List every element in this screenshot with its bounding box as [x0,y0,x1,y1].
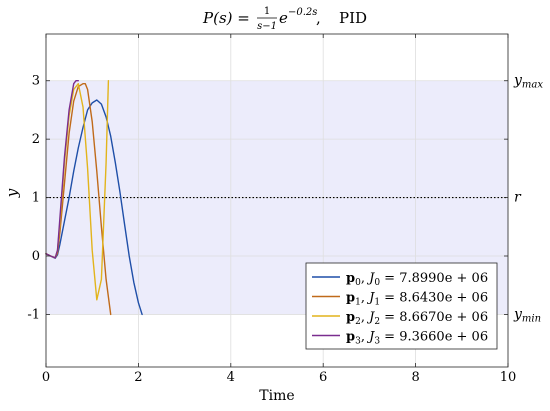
legend-J: J [366,271,375,286]
legend-sep: , [361,291,369,306]
right-label-base: r [514,190,522,206]
x-tick-label: 10 [500,370,517,385]
right-label: ymin [513,306,541,324]
x-tick-label: 2 [134,370,142,385]
legend-p: p [346,291,355,306]
title-lhs: P(s) = [202,9,250,27]
x-axis-label: Time [259,388,294,404]
legend-p-idx: 1 [355,298,361,308]
legend-value: = 8.6430e + 06 [380,291,488,306]
legend-value: = 9.3660e + 06 [380,330,488,345]
chart-title: P(s) = 1 s−1 e −0.2s , PID [202,6,367,32]
y-tick-label: 0 [32,249,40,264]
plot-frame [45,33,509,368]
x-tick-label: 0 [42,370,50,385]
y-tick-label: -1 [27,307,40,322]
right-label: ymax [513,73,543,91]
right-label-sub: min [522,313,541,324]
legend-p-idx: 0 [355,278,361,288]
title-exp-base: e [279,9,288,27]
title-frac-den: s−1 [257,21,277,32]
x-tick-label: 6 [319,370,327,385]
legend-J-idx: 1 [374,298,380,308]
x-tick-label: 4 [227,370,235,385]
y-tick-label: 3 [32,74,40,89]
legend-J-idx: 0 [374,278,380,288]
y-tick-label: 1 [32,191,40,206]
legend-p: p [346,310,355,325]
right-label: r [514,190,522,206]
title-exp-sup: −0.2s [288,7,317,18]
title-frac-num: 1 [264,6,270,17]
legend-label-3: p3, J3 = 9.3660e + 06 [346,330,488,347]
legend-J: J [366,310,375,325]
legend-sep: , [361,310,369,325]
y-tick-label: 2 [32,132,40,147]
legend-sep: , [361,330,369,345]
y-axis-label: y [3,188,21,198]
series-line-3 [45,79,80,259]
x-tick-label: 8 [411,370,419,385]
title-controller: PID [339,9,367,27]
right-label-sub: max [522,80,543,91]
legend-J: J [366,291,375,306]
legend-label-0: p0, J0 = 7.8990e + 06 [346,271,488,288]
legend-value: = 7.8990e + 06 [380,271,488,286]
legend-value: = 8.6670e + 06 [380,310,488,325]
title-sep: , [316,9,321,27]
legend-label-2: p2, J2 = 8.6670e + 06 [346,310,488,327]
legend-J-idx: 3 [374,337,380,347]
right-label-base: y [513,73,523,89]
legend-J: J [366,330,375,345]
legend-p: p [346,271,355,286]
legend-p: p [346,330,355,345]
legend-J-idx: 2 [374,317,380,327]
legend-label-1: p1, J1 = 8.6430e + 06 [346,291,488,308]
legend-sep: , [361,271,369,286]
legend-p-idx: 3 [355,337,361,347]
right-label-base: y [513,306,523,322]
legend-p-idx: 2 [355,317,361,327]
series-line-0 [45,99,143,316]
